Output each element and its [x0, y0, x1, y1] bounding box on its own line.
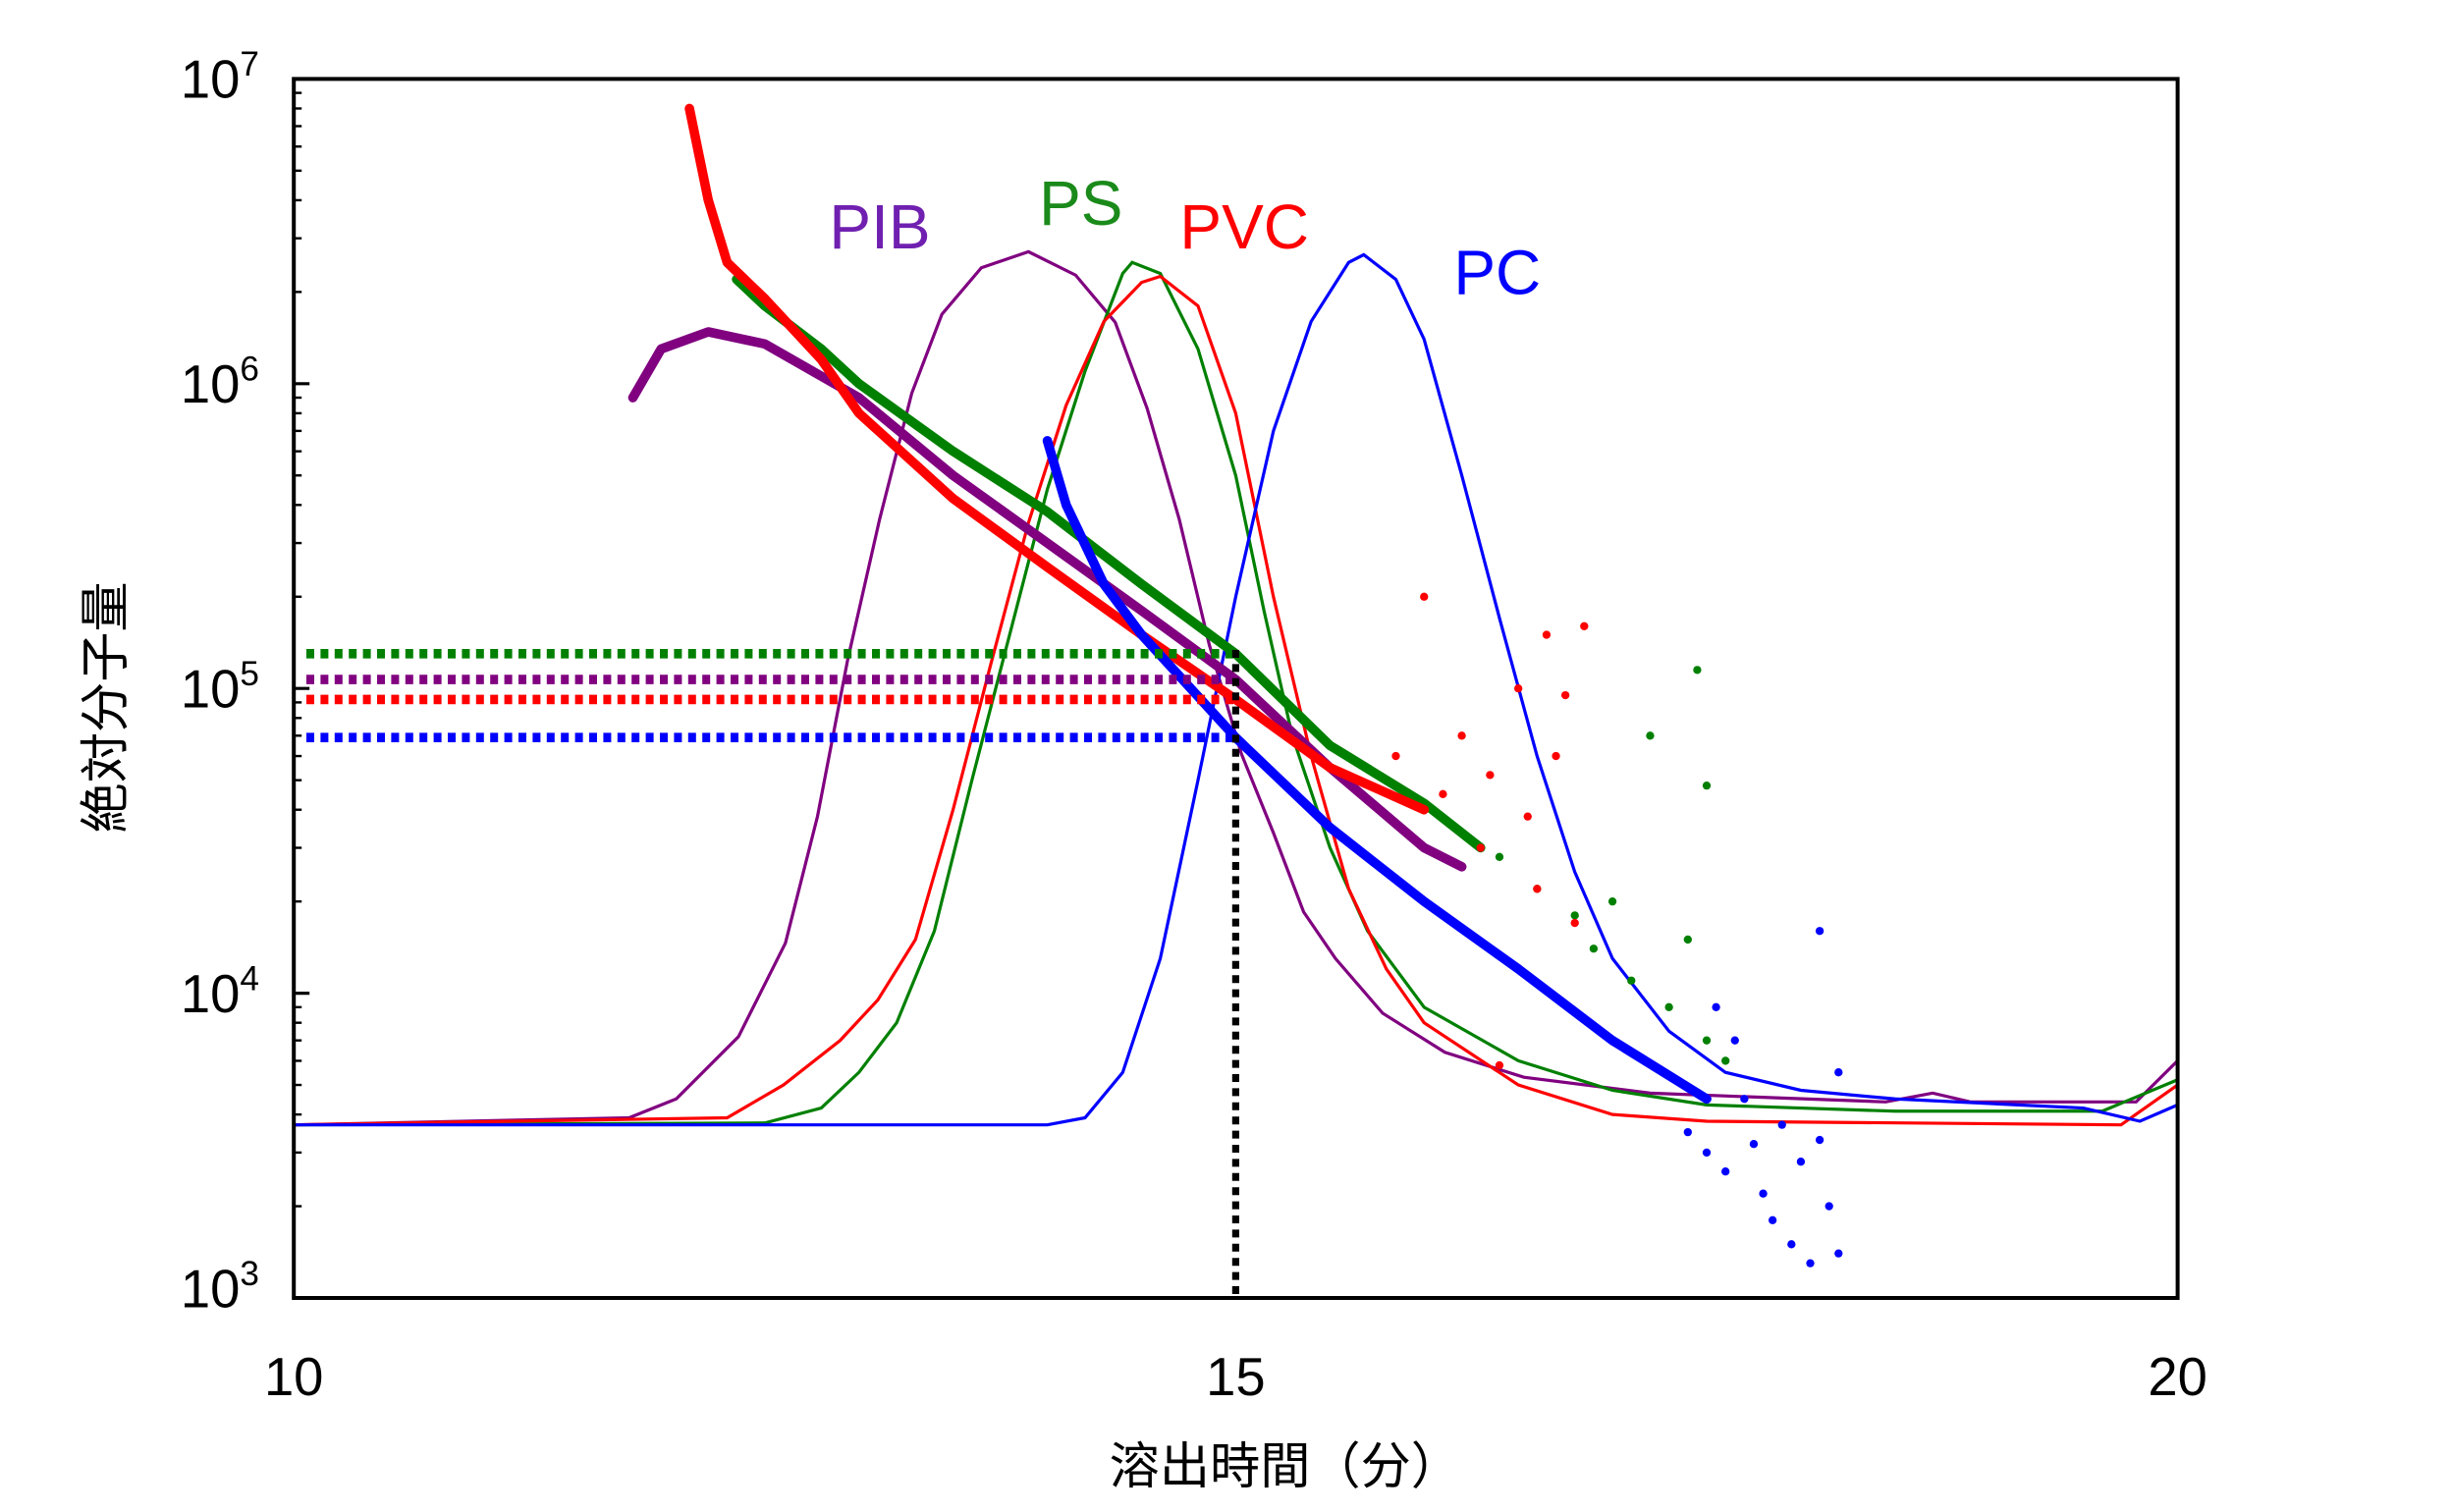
y-tick-label: 105 [181, 655, 259, 719]
pc-mw-point [1834, 1249, 1843, 1258]
pvc-molecular-weight-trace [684, 103, 1430, 815]
pc-label: PC [1453, 238, 1541, 308]
y-tick-label: 104 [181, 959, 259, 1023]
pc-mw-point [1740, 1095, 1749, 1104]
pvc-mw-point [1523, 812, 1532, 821]
pc-mw-point [1683, 1127, 1692, 1137]
pc-mw-point [1777, 1120, 1786, 1129]
y-axis-ticks: 103 104 105 106 107 [181, 45, 310, 1320]
pc-mw-point [1815, 927, 1825, 936]
pib-molecular-weight-trace [627, 327, 1467, 872]
pvc-mw-point [1420, 592, 1429, 601]
pc-mw-point [1834, 1068, 1843, 1077]
pvc-mw-point [1486, 771, 1495, 780]
ps-mw-point [1570, 911, 1579, 920]
ps-label: PS [1039, 168, 1122, 239]
ps-mw-point [1664, 1002, 1673, 1011]
ps-mw-point [1646, 731, 1655, 740]
pc-mw-point [1796, 1158, 1806, 1166]
pvc-label: PVC [1179, 191, 1309, 262]
pc-mw-point [1702, 1148, 1712, 1158]
pvc-mw-point [1495, 1060, 1504, 1070]
pc-mw-point [1787, 1240, 1796, 1249]
y-tick-label: 107 [181, 45, 259, 109]
pvc-mw-point [1542, 630, 1552, 639]
pvc-mw-point [1439, 789, 1447, 799]
marker-guides [306, 649, 1239, 1299]
pvc-mw-point [1514, 684, 1523, 693]
ps-mw-point [1589, 945, 1599, 953]
pc-mw-point [1749, 1140, 1759, 1149]
ps-mw-point [1721, 1056, 1730, 1065]
ps-mw-point [1702, 781, 1712, 790]
pvc-mw-point [1560, 690, 1570, 700]
ps-mw-point [1627, 976, 1636, 985]
pvc-mw-point [1391, 751, 1400, 761]
ps-mw-point [1702, 1036, 1712, 1045]
pc-mw-point [1806, 1259, 1815, 1268]
pc-mw-point [1721, 1167, 1730, 1176]
pc-mw-point [1730, 1036, 1739, 1045]
x-axis-ticks: 10 15 20 [264, 1347, 2207, 1407]
pib-peak-curve [294, 249, 2179, 1127]
ps-peak-curve [294, 260, 2179, 1127]
y-tick-label: 103 [181, 1255, 259, 1319]
ps-mw-point [1683, 935, 1692, 945]
pvc-peak-curve [294, 274, 2179, 1127]
molecular-weight-traces [627, 103, 1843, 1268]
ps-molecular-weight-trace [732, 274, 1486, 853]
pc-mw-point [1768, 1215, 1777, 1224]
pvc-mw-point [1457, 731, 1466, 740]
pvc-mw-point [1552, 751, 1560, 761]
pib-label: PIB [829, 191, 930, 262]
x-axis-label: 溶出時間（分） [1110, 1437, 1461, 1496]
pc-molecular-weight-trace [1042, 436, 1712, 1105]
pc-mw-point [1759, 1189, 1768, 1198]
pvc-mw-point [1580, 621, 1589, 631]
pvc-mw-point [1533, 885, 1542, 893]
x-tick-label: 10 [264, 1347, 324, 1407]
y-tick-label: 106 [181, 351, 259, 414]
ps-mw-point [1693, 666, 1702, 675]
ps-mw-point [1607, 897, 1617, 906]
pc-mw-point [1815, 1135, 1825, 1145]
peak-curves [294, 249, 2179, 1127]
x-tick-label: 20 [2148, 1347, 2207, 1407]
series-labels: PIB PS PVC PC [829, 168, 1541, 307]
pvc-mw-point [1476, 843, 1485, 852]
x-tick-label: 15 [1206, 1347, 1266, 1407]
pvc-mw-point [1570, 918, 1579, 928]
y-axis-label: 絶対分子量 [77, 581, 136, 833]
pc-peak-curve [294, 252, 2179, 1127]
pc-mw-point [1825, 1202, 1833, 1211]
pc-mw-point [1712, 1002, 1720, 1011]
ps-mw-point [1495, 852, 1504, 861]
